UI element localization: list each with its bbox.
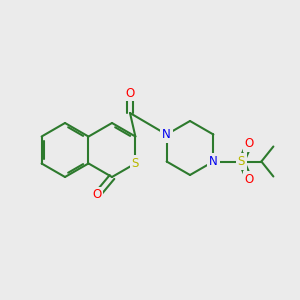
Text: O: O [92,188,102,202]
Text: O: O [245,173,254,186]
Text: S: S [238,155,245,168]
Text: S: S [132,157,139,170]
Text: N: N [209,155,218,168]
Text: O: O [125,86,135,100]
Text: O: O [245,137,254,150]
Text: N: N [162,128,171,141]
